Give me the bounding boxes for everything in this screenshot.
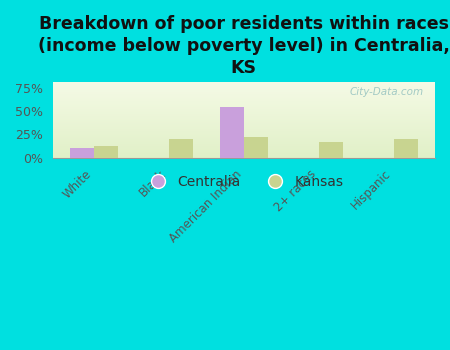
Bar — [53, 109, 435, 110]
Bar — [53, 105, 435, 106]
Bar — [53, 149, 435, 150]
Bar — [53, 157, 435, 158]
Bar — [53, 130, 435, 131]
Bar — [53, 134, 435, 135]
Bar — [53, 97, 435, 98]
Bar — [94, 146, 118, 158]
Title: Breakdown of poor residents within races
(income below poverty level) in Central: Breakdown of poor residents within races… — [38, 15, 450, 77]
Bar — [53, 124, 435, 125]
Bar — [53, 120, 435, 121]
Bar — [220, 107, 244, 158]
Bar — [53, 82, 435, 83]
Bar — [53, 139, 435, 140]
Bar — [53, 135, 435, 136]
Bar — [53, 123, 435, 124]
Bar — [53, 88, 435, 89]
Bar — [53, 136, 435, 137]
Bar — [53, 146, 435, 147]
Bar — [53, 98, 435, 99]
Bar — [53, 142, 435, 143]
Bar — [53, 144, 435, 145]
Bar — [53, 91, 435, 92]
Bar — [53, 129, 435, 130]
Bar — [53, 140, 435, 141]
Bar — [53, 85, 435, 86]
Bar — [53, 114, 435, 115]
Bar — [53, 107, 435, 108]
Bar — [53, 150, 435, 151]
Bar — [53, 113, 435, 114]
Bar — [53, 84, 435, 85]
Bar — [53, 115, 435, 116]
Bar — [53, 108, 435, 109]
Bar — [53, 126, 435, 127]
Bar — [53, 131, 435, 132]
Bar — [53, 100, 435, 101]
Legend: Centralia, Kansas: Centralia, Kansas — [139, 170, 349, 195]
Bar — [53, 145, 435, 146]
Bar — [53, 89, 435, 90]
Bar — [53, 154, 435, 155]
Bar — [53, 110, 435, 111]
Bar — [53, 152, 435, 153]
Bar — [53, 87, 435, 88]
Bar — [244, 137, 268, 158]
Bar — [53, 95, 435, 96]
Bar — [53, 125, 435, 126]
Bar — [53, 122, 435, 123]
Bar — [53, 99, 435, 100]
Bar — [53, 86, 435, 87]
Bar — [53, 137, 435, 138]
Bar — [53, 141, 435, 142]
Bar — [53, 106, 435, 107]
Bar — [53, 112, 435, 113]
Bar — [53, 156, 435, 157]
Bar — [53, 94, 435, 95]
Bar — [53, 117, 435, 118]
Bar — [53, 153, 435, 154]
Bar — [53, 148, 435, 149]
Bar — [70, 148, 94, 158]
Bar — [169, 139, 193, 158]
Bar — [53, 103, 435, 104]
Bar — [53, 132, 435, 133]
Bar — [53, 93, 435, 94]
Bar — [53, 151, 435, 152]
Text: City-Data.com: City-Data.com — [349, 87, 423, 97]
Bar — [53, 147, 435, 148]
Bar — [53, 121, 435, 122]
Bar — [53, 111, 435, 112]
Bar — [53, 118, 435, 119]
Bar — [53, 92, 435, 93]
Bar — [53, 102, 435, 103]
Bar — [319, 142, 343, 158]
Bar — [53, 104, 435, 105]
Bar — [53, 119, 435, 120]
Bar — [53, 127, 435, 128]
Bar — [53, 116, 435, 117]
Bar — [53, 133, 435, 134]
Bar — [53, 96, 435, 97]
Bar — [53, 138, 435, 139]
Bar — [53, 90, 435, 91]
Bar — [394, 139, 418, 158]
Bar — [53, 128, 435, 129]
Bar — [53, 155, 435, 156]
Bar — [53, 83, 435, 84]
